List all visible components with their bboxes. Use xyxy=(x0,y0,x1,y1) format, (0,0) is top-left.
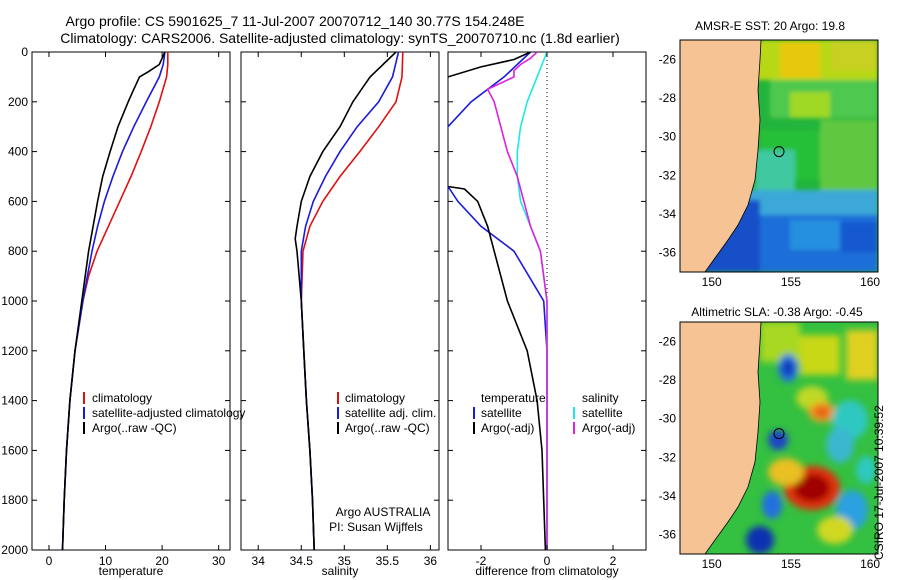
amsr-sst-xtick-label: 160 xyxy=(860,275,880,289)
temperature-xlabel: temperature xyxy=(99,564,164,578)
sla-argo-location-marker xyxy=(773,428,785,440)
depth-ytick-label: 2000 xyxy=(1,543,28,557)
altimetric-sla-ytick-label: -32 xyxy=(659,450,677,464)
salinity-xtick-label: 36 xyxy=(424,554,438,568)
temperature-legend-argo: Argo(..raw -QC) xyxy=(92,421,177,435)
amsr-sst-ytick-label: -34 xyxy=(659,207,677,221)
amsr-sst-ytick-label: -30 xyxy=(659,130,677,144)
salinity-xtick-label: 35 xyxy=(338,554,352,568)
temperature-series-group xyxy=(61,52,169,550)
difference-legend-sal-argo: Argo(-adj) xyxy=(582,421,635,435)
temperature-legend-satellite: satellite-adjusted climatology xyxy=(92,406,245,420)
salinity-annotation-line1: Argo AUSTRALIA xyxy=(336,505,431,519)
depth-ytick-label: 1200 xyxy=(1,344,28,358)
axis-ticks-group: 0 10 20 30020040060080010001200140016001800… xyxy=(1,45,880,571)
salinity-annotation-line2: PI: Susan Wijffels xyxy=(329,520,423,534)
salinity-xtick-label: 34.5 xyxy=(290,554,314,568)
salinity-xtick-label: 35.5 xyxy=(376,554,400,568)
difference-legend-temp-argo: Argo(-adj) xyxy=(481,421,534,435)
temperature-legend: climatology satellite-adjusted climatolo… xyxy=(83,391,245,435)
sst-argo-location-marker xyxy=(773,146,785,158)
side-timestamp-label: CSIRO 17-Jul-2007 10:39:52 xyxy=(872,405,886,560)
figure-title-line2: Climatology: CARS2006. Satellite-adjuste… xyxy=(60,30,620,46)
sst-map-frame xyxy=(679,39,879,273)
altimetric-sla-xtick-label: 155 xyxy=(781,557,801,571)
sst-map-title: AMSR-E SST: 20 Argo: 19.8 xyxy=(695,19,845,33)
amsr-sst-ytick-label: -26 xyxy=(659,52,677,66)
temperature-plot-frame xyxy=(31,51,231,551)
figure-title-line1: Argo profile: CS 5901625_7 11-Jul-2007 2… xyxy=(66,13,525,29)
temperature-xtick-label: 10 xyxy=(99,554,113,568)
temperature-xtick-label: 30 xyxy=(212,554,226,568)
amsr-sst-ytick-label: -32 xyxy=(659,168,677,182)
salinity-xtick-label: 34 xyxy=(252,554,266,568)
amsr-sst-xtick-label: 155 xyxy=(781,275,801,289)
difference-legend-temp-satellite: satellite xyxy=(481,406,522,420)
sla-map-frame xyxy=(679,321,879,555)
salinity-legend-satellite: satellite adj. clim. xyxy=(345,406,436,420)
difference-legend-salinity-header: salinity xyxy=(582,391,619,405)
salinity-legend: climatology satellite adj. clim. Argo(..… xyxy=(337,391,436,435)
salinity-legend-climatology: climatology xyxy=(345,391,405,405)
temperature-xtick-label: 20 xyxy=(155,554,169,568)
depth-ytick-label: 200 xyxy=(8,95,28,109)
difference-series-group xyxy=(448,52,548,550)
difference-line-salinity-argo-adj- xyxy=(486,52,548,550)
temperature-line-argo-raw-qc- xyxy=(61,52,166,550)
depth-ytick-label: 600 xyxy=(8,194,28,208)
altimetric-sla-ytick-label: -30 xyxy=(659,412,677,426)
depth-ytick-label: 800 xyxy=(8,244,28,258)
sst-map-image xyxy=(680,40,878,272)
sla-map-title: Altimetric SLA: -0.38 Argo: -0.45 xyxy=(691,305,863,319)
amsr-sst-xtick-label: 150 xyxy=(702,275,722,289)
salinity-line-climatology xyxy=(300,52,404,550)
altimetric-sla-ytick-label: -26 xyxy=(659,334,677,348)
altimetric-sla-xtick-label: 160 xyxy=(860,557,880,571)
difference-line-temperature-argo-adj- xyxy=(448,52,547,550)
amsr-sst-ytick-label: -36 xyxy=(659,246,677,260)
altimetric-sla-ytick-label: -34 xyxy=(659,489,677,503)
salinity-xlabel: salinity xyxy=(322,564,359,578)
difference-xlabel: difference from climatology xyxy=(475,564,618,578)
temperature-line-satellite-adjusted-climatology xyxy=(61,52,166,550)
altimetric-sla-ytick-label: -28 xyxy=(659,373,677,387)
altimetric-sla-ytick-label: -36 xyxy=(659,528,677,542)
temperature-line-climatology xyxy=(61,52,169,550)
salinity-line-satellite-adj-clim- xyxy=(300,52,400,550)
salinity-line-argo-raw-qc- xyxy=(294,52,397,550)
salinity-legend-argo: Argo(..raw -QC) xyxy=(345,421,430,435)
difference-xtick-label: -2 xyxy=(476,554,487,568)
depth-ytick-label: 400 xyxy=(8,145,28,159)
difference-xtick-label: 0 xyxy=(544,554,551,568)
depth-ytick-label: 1400 xyxy=(1,394,28,408)
depth-ytick-label: 1800 xyxy=(1,493,28,507)
depth-ytick-label: 0 xyxy=(21,45,28,59)
amsr-sst-ytick-label: -28 xyxy=(659,91,677,105)
difference-legend-sal-satellite: satellite xyxy=(582,406,623,420)
depth-ytick-label: 1000 xyxy=(1,294,28,308)
sst-land-mass xyxy=(680,40,762,272)
depth-ytick-label: 1600 xyxy=(1,443,28,457)
difference-legend: temperature satellite Argo(-adj) salinit… xyxy=(473,391,635,435)
temperature-legend-climatology: climatology xyxy=(92,391,152,405)
sla-map-image xyxy=(680,322,878,554)
sla-land-mass xyxy=(680,322,762,554)
difference-legend-temperature-header: temperature xyxy=(481,391,546,405)
temperature-xtick-label: 0 xyxy=(46,554,53,568)
difference-xtick-label: 2 xyxy=(610,554,617,568)
difference-line-temperature-satellite xyxy=(448,52,548,550)
altimetric-sla-xtick-label: 150 xyxy=(702,557,722,571)
salinity-series-group xyxy=(294,52,404,550)
